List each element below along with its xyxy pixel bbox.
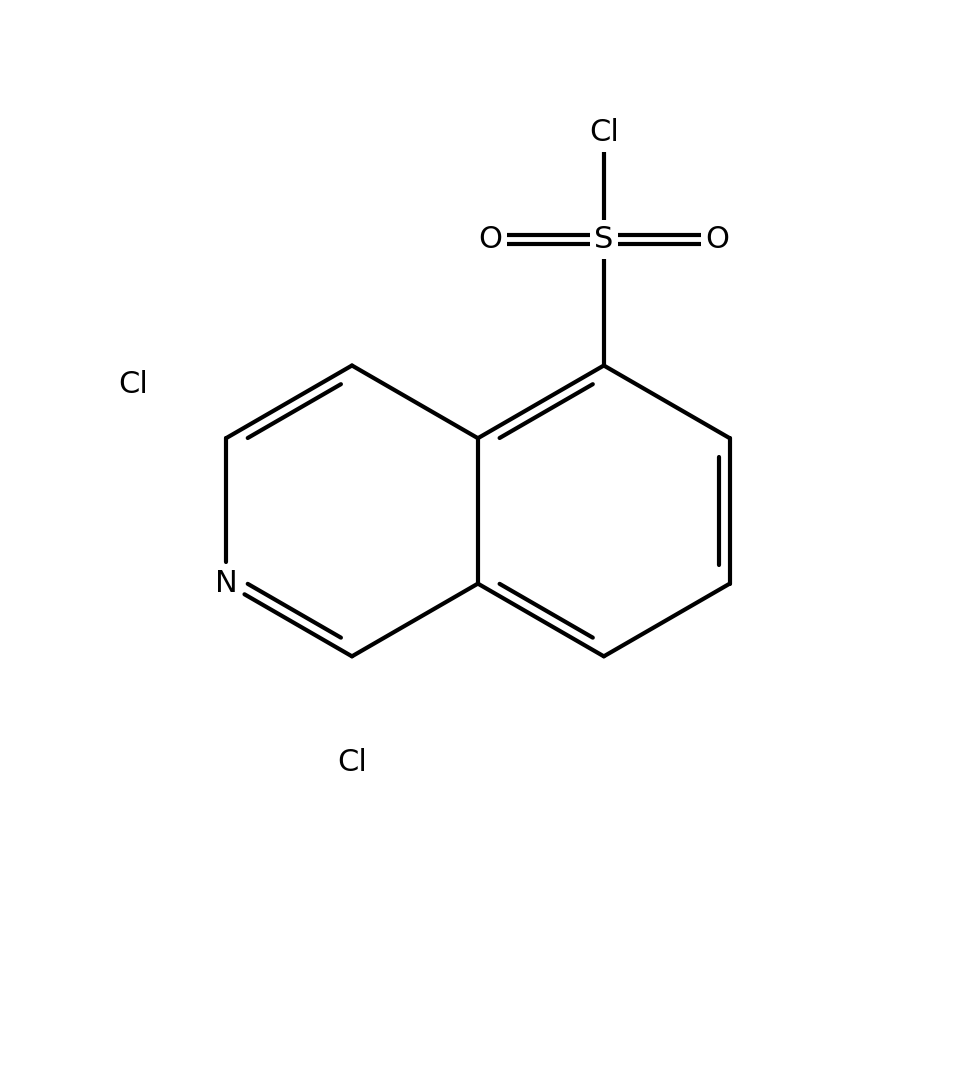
Text: Cl: Cl xyxy=(589,119,619,147)
Text: O: O xyxy=(705,225,729,254)
Text: Cl: Cl xyxy=(337,748,367,778)
Text: Cl: Cl xyxy=(119,370,148,400)
Text: O: O xyxy=(479,225,502,254)
Text: S: S xyxy=(594,225,613,254)
Text: N: N xyxy=(214,569,237,598)
